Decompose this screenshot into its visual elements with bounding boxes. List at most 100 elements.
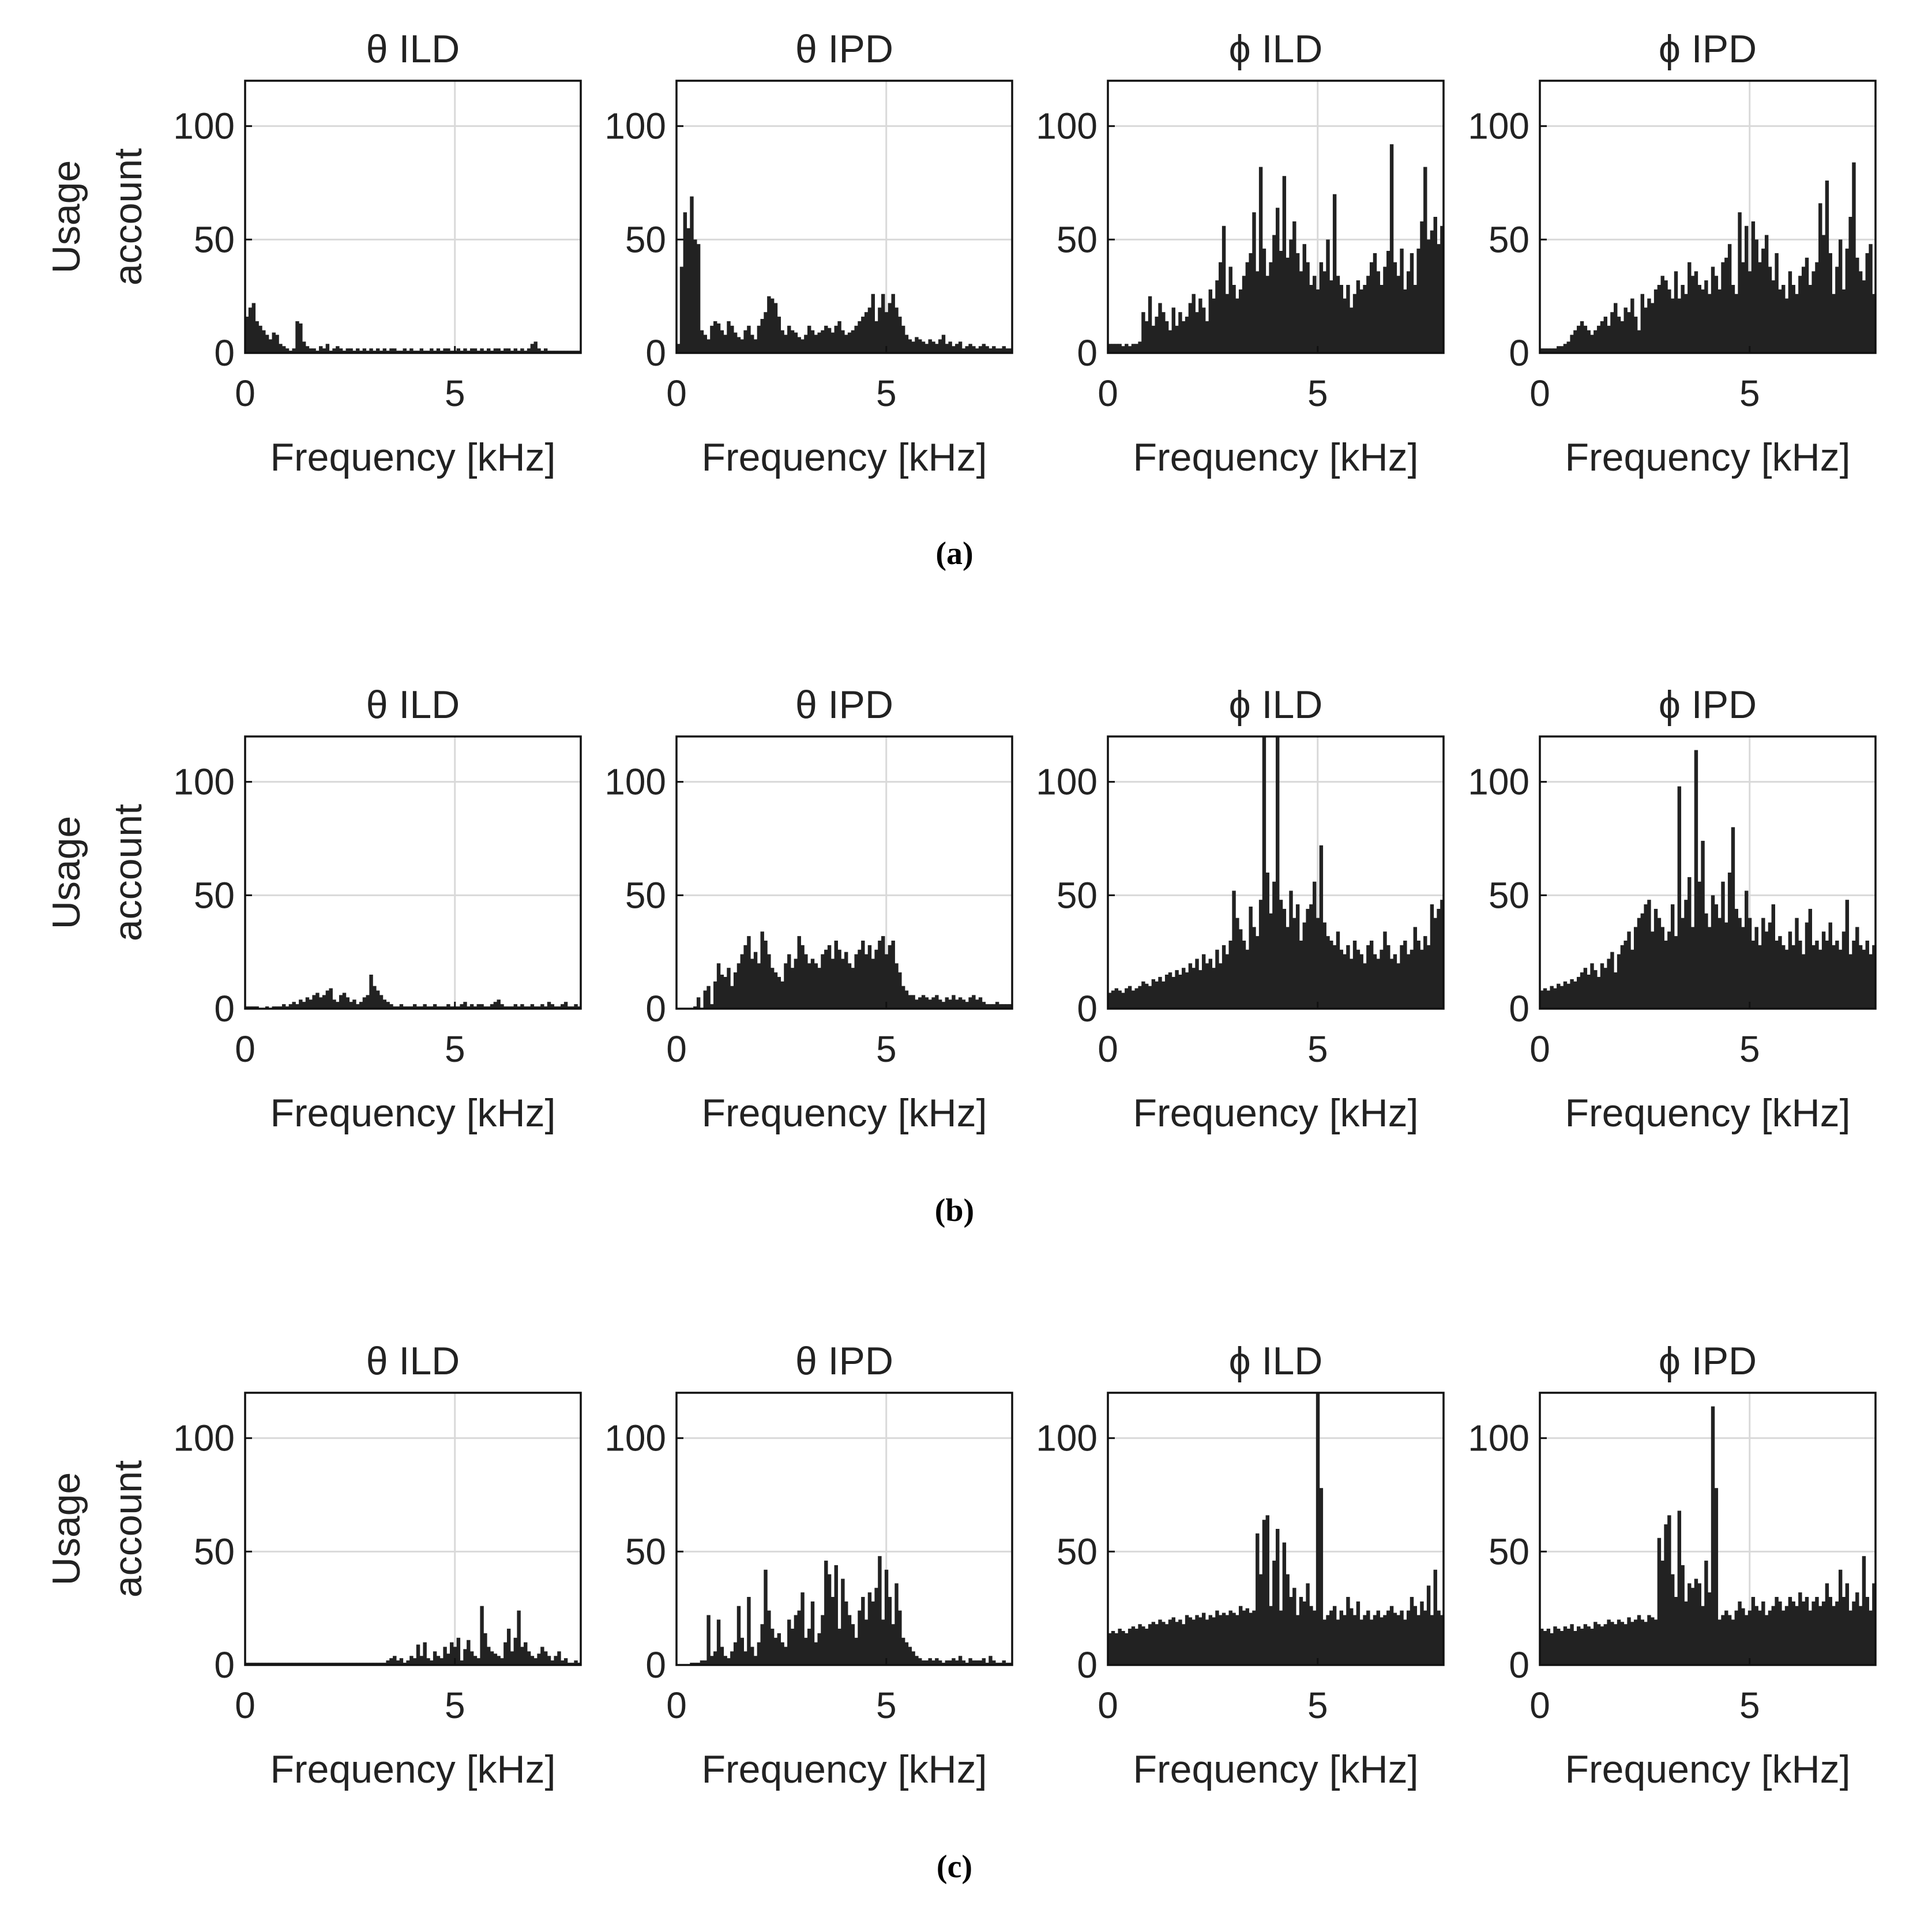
bar — [797, 936, 801, 1009]
bar — [1212, 298, 1216, 353]
bar — [750, 959, 754, 1009]
bar — [1553, 348, 1557, 353]
bar — [430, 1006, 434, 1009]
bar — [302, 1002, 306, 1009]
bar — [1546, 1629, 1551, 1665]
x-tick-label: 5 — [445, 1685, 465, 1726]
bar — [439, 1658, 444, 1665]
bar — [1670, 298, 1675, 353]
bar — [1178, 312, 1182, 353]
bar — [1747, 1610, 1752, 1665]
bar — [399, 351, 404, 353]
axes-frame — [675, 735, 1013, 1010]
chart-title: θ IPD — [795, 1339, 893, 1383]
bar — [777, 976, 781, 1009]
bar — [780, 1642, 784, 1665]
bar — [948, 341, 952, 353]
bar — [700, 1660, 704, 1665]
bar — [878, 1556, 882, 1665]
bar — [446, 1004, 450, 1009]
bar — [1657, 285, 1662, 353]
bar — [1141, 312, 1145, 353]
bar — [1249, 907, 1253, 1009]
bar — [1168, 972, 1172, 1009]
bar — [413, 351, 417, 353]
bar — [1403, 1619, 1407, 1665]
bar — [443, 1006, 447, 1009]
bar — [1600, 321, 1604, 353]
bar — [1396, 276, 1400, 353]
bar — [770, 968, 775, 1009]
bar — [1009, 1663, 1013, 1665]
bar — [1559, 346, 1564, 353]
bar — [1343, 298, 1347, 353]
bar — [1175, 1622, 1179, 1665]
bar — [1724, 1610, 1728, 1665]
bar — [800, 945, 805, 1009]
row-caption-b: (b) — [935, 1193, 974, 1228]
bar — [797, 1610, 801, 1665]
bar — [1647, 298, 1651, 353]
bar — [1869, 244, 1873, 353]
bar — [1808, 285, 1813, 353]
bar — [275, 1006, 279, 1009]
bar — [921, 341, 926, 353]
bar — [1125, 988, 1129, 1009]
bar — [1540, 1629, 1544, 1665]
bar — [1667, 931, 1671, 1009]
bar — [1258, 900, 1263, 1009]
bar — [1406, 271, 1411, 353]
bar — [1005, 1663, 1009, 1665]
bar — [1121, 1631, 1125, 1665]
bar — [366, 1663, 370, 1665]
bar — [1627, 931, 1631, 1009]
bar — [1543, 348, 1547, 353]
bar — [570, 1663, 574, 1665]
bar — [1717, 1619, 1722, 1665]
bar — [867, 945, 872, 1009]
bar — [329, 351, 333, 353]
bar — [1550, 1633, 1554, 1665]
bar — [1657, 918, 1662, 1009]
bar — [770, 298, 775, 353]
bar — [513, 1004, 518, 1009]
bar — [1339, 949, 1343, 1009]
bar — [561, 1004, 565, 1009]
bar — [1848, 1610, 1852, 1665]
bar — [1677, 298, 1682, 353]
bar — [1350, 1608, 1354, 1665]
bar — [373, 986, 377, 1009]
bar — [1664, 941, 1668, 1009]
bar — [322, 995, 326, 1009]
bar — [1596, 976, 1601, 1009]
bar — [1225, 954, 1230, 1009]
bar — [693, 1006, 697, 1009]
bar — [1198, 970, 1202, 1009]
bar — [1714, 1488, 1719, 1665]
bar — [864, 1619, 869, 1665]
y-tick-label: 0 — [1077, 332, 1098, 374]
bar — [854, 325, 858, 353]
bar — [1430, 230, 1434, 353]
bar — [1151, 979, 1156, 1009]
bar — [506, 1006, 511, 1009]
bar — [1566, 983, 1570, 1009]
bar — [995, 1663, 999, 1665]
bar — [251, 1663, 256, 1665]
bar — [975, 1660, 979, 1665]
bar — [1724, 257, 1728, 353]
bar — [379, 1663, 384, 1665]
bar — [1627, 1617, 1631, 1665]
bar — [817, 1633, 821, 1665]
y-tick-label: 100 — [1468, 1418, 1529, 1459]
bar — [282, 346, 286, 353]
bar — [1289, 1597, 1293, 1665]
bar — [1697, 881, 1701, 1009]
chart-title: θ ILD — [366, 683, 460, 727]
bar — [904, 1642, 909, 1665]
bar — [1630, 949, 1634, 1009]
bar — [295, 321, 299, 353]
bar — [1741, 1608, 1745, 1665]
bar — [1005, 1004, 1009, 1009]
y-axis-label-line2: account — [106, 804, 150, 941]
